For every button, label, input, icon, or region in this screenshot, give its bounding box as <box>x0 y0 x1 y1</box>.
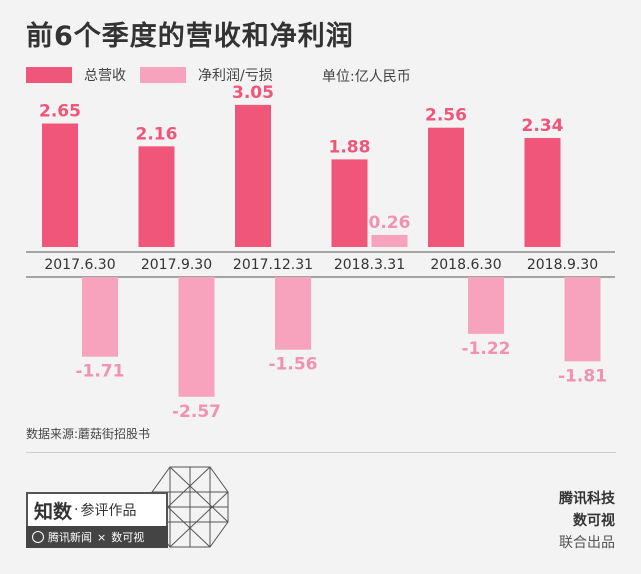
badge-main-2: 参评作品 <box>80 503 137 519</box>
profit-bar <box>275 277 311 350</box>
profit-bar <box>468 277 504 334</box>
revenue-bar <box>331 159 368 247</box>
profit-value-label: -2.57 <box>172 402 221 422</box>
x-tick-label: 2018.6.30 <box>430 257 501 273</box>
credit-2: 数可视 <box>573 513 615 529</box>
profit-bar <box>178 277 215 397</box>
revenue-value-label: 2.65 <box>39 102 81 122</box>
profit-bar <box>82 277 118 357</box>
legend-profit-swatch <box>140 67 186 83</box>
revenue-value-label: 2.56 <box>425 106 467 126</box>
legend-profit-label: 净利润/亏损 <box>198 68 273 84</box>
revenue-value-label: 2.34 <box>522 116 564 136</box>
profit-bar <box>371 234 408 247</box>
revenue-value-label: 1.88 <box>329 137 371 157</box>
data-source: 数据来源:蘑菇街招股书 <box>26 427 151 441</box>
profit-value-label: -1.81 <box>558 366 607 386</box>
legend-revenue: 总营收 <box>26 66 126 84</box>
credit-3: 联合出品 <box>559 535 615 551</box>
revenue-value-label: 2.16 <box>136 124 178 144</box>
badge-main-sep: · <box>74 502 79 518</box>
profit-bar <box>564 277 601 362</box>
badge-sub-2: 数可视 <box>111 531 145 544</box>
chart-title: 前6个季度的营收和净利润 <box>26 21 354 52</box>
x-tick-label: 2017.6.30 <box>44 257 115 273</box>
profit-value-label: -1.56 <box>269 355 318 375</box>
badge-sub-1: 腾讯新闻 <box>48 531 92 544</box>
revenue-bar <box>428 127 464 247</box>
profit-value-label: -1.22 <box>462 339 511 359</box>
x-tick-label: 2018.9.30 <box>527 257 598 273</box>
x-tick-label: 2017.12.31 <box>233 257 313 273</box>
award-badge: 知数 · 参评作品 腾讯新闻 × 数可视 <box>26 492 168 548</box>
tencent-news-icon <box>32 531 44 543</box>
profit-value-label: 0.26 <box>369 213 411 233</box>
revenue-bar <box>524 137 561 247</box>
legend-profit: 净利润/亏损 <box>140 66 273 84</box>
revenue-bar <box>42 123 78 247</box>
revenue-bar <box>235 104 271 248</box>
credits: 腾讯科技 数可视 联合出品 <box>559 488 615 554</box>
x-tick-label: 2017.9.30 <box>141 257 212 273</box>
badge-main-1: 知数 <box>34 500 73 523</box>
revenue-bar <box>138 146 175 247</box>
unit-label: 单位:亿人民币 <box>322 69 411 85</box>
badge-sub-x: × <box>97 530 107 544</box>
legend-revenue-label: 总营收 <box>84 68 126 84</box>
x-tick-label: 2018.3.31 <box>334 257 405 273</box>
legend-revenue-swatch <box>26 67 72 83</box>
revenue-value-label: 3.05 <box>232 83 274 103</box>
credit-1: 腾讯科技 <box>559 491 615 507</box>
footer-divider <box>26 452 616 453</box>
profit-value-label: -1.71 <box>76 362 125 382</box>
